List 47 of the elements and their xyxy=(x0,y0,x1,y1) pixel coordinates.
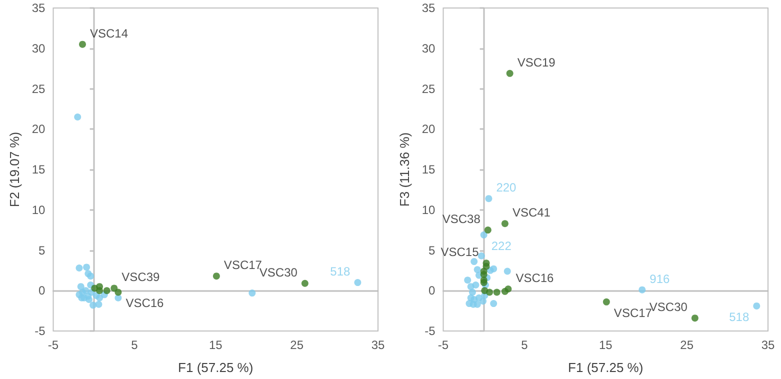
y-tick-label: 10 xyxy=(32,202,46,217)
y-axis-title: F2 (19.07 %) xyxy=(7,132,22,208)
annotation: VSC39 xyxy=(122,270,160,284)
x-tick-label: 25 xyxy=(290,338,304,352)
y-axis-title: F3 (11.36 %) xyxy=(397,132,412,207)
annotation: 222 xyxy=(491,238,512,253)
annotation: VSC16 xyxy=(126,296,164,310)
y-tick-label: 30 xyxy=(32,41,46,56)
x-tick-label: 5 xyxy=(131,338,138,352)
y-tick-label: 20 xyxy=(422,122,436,136)
y-tick-label: 0 xyxy=(428,284,436,298)
y-tick-label: 10 xyxy=(422,202,436,217)
annotation: 220 xyxy=(496,180,517,195)
y-tick-label: 5 xyxy=(428,243,436,258)
y-tick-label: -5 xyxy=(34,324,46,338)
annotation: 518 xyxy=(729,310,750,324)
x-axis-title: F1 (57.25 %) xyxy=(178,360,254,375)
y-tick-label: 15 xyxy=(422,162,436,176)
x-tick-label: -5 xyxy=(48,338,59,352)
x-tick-label: 15 xyxy=(598,338,613,352)
x-tick-label: 25 xyxy=(680,338,694,352)
x-tick-label: -5 xyxy=(438,338,449,352)
x-tick-label: 15 xyxy=(208,338,223,352)
y-tick-label: 35 xyxy=(32,1,46,15)
y-tick-label: 30 xyxy=(422,41,436,56)
x-tick-label: 5 xyxy=(521,338,528,352)
annotation: VSC38 xyxy=(442,212,481,226)
annotation: VSC30 xyxy=(649,300,688,314)
x-tick-label: 35 xyxy=(371,338,385,352)
annotation: 916 xyxy=(650,272,670,286)
x-axis-title: F1 (57.25 %) xyxy=(568,360,644,375)
annotation: VSC16 xyxy=(516,271,554,286)
y-tick-label: 5 xyxy=(38,243,46,258)
annotation: VSC41 xyxy=(512,206,551,220)
y-tick-label: 35 xyxy=(422,1,436,15)
annotation: VSC30 xyxy=(259,265,298,280)
annotation: VSC19 xyxy=(517,55,556,70)
annotation: VSC14 xyxy=(90,26,128,40)
y-tick-label: 25 xyxy=(32,82,46,96)
x-tick-label: 35 xyxy=(761,338,775,352)
y-tick-label: 0 xyxy=(38,284,46,298)
y-tick-label: 20 xyxy=(32,122,46,136)
y-tick-label: 15 xyxy=(32,162,46,176)
y-tick-label: -5 xyxy=(424,324,436,338)
annotation: 518 xyxy=(330,264,351,279)
annotation: VSC15 xyxy=(440,245,480,260)
y-tick-label: 25 xyxy=(422,82,436,96)
